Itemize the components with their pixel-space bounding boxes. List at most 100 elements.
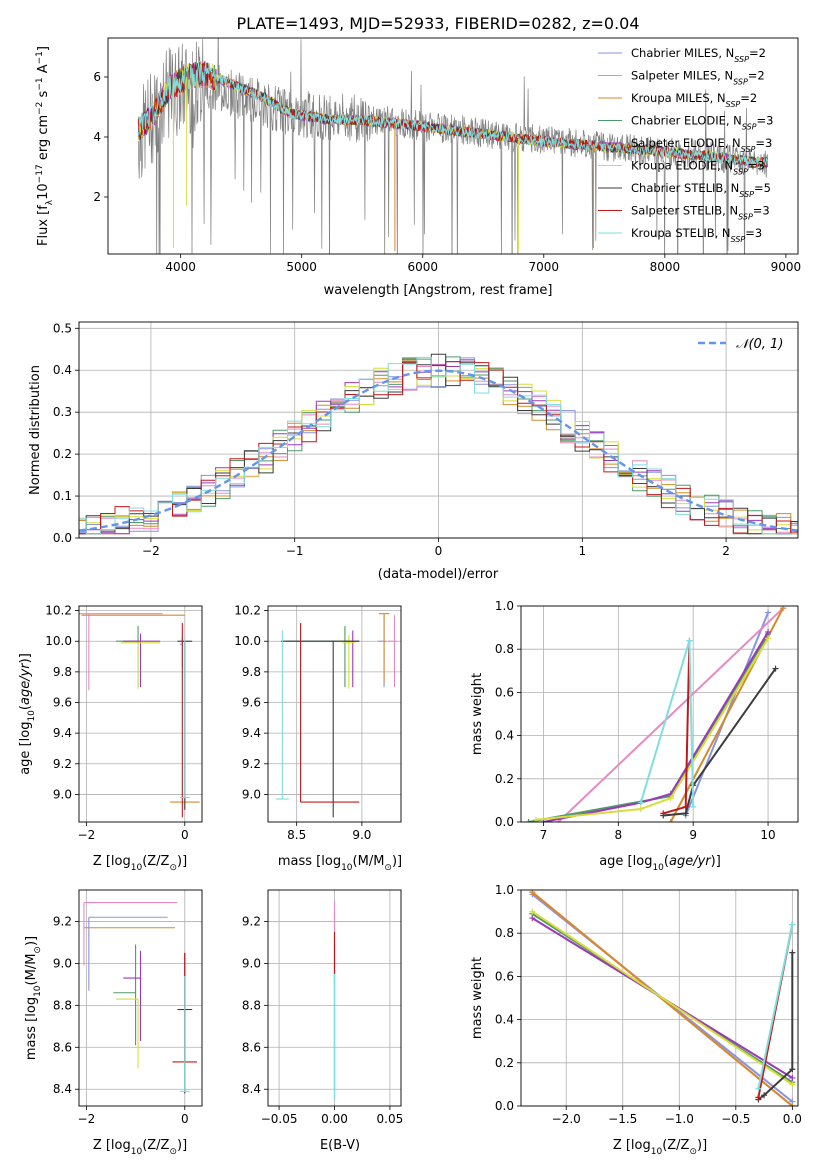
- legend-sub: SSP: [739, 190, 754, 199]
- x-tick-label: −1.5: [608, 1112, 637, 1126]
- y-tick-label: 0.6: [495, 969, 514, 983]
- errorbar-point: [387, 615, 398, 688]
- x-tick-label: 5000: [286, 260, 317, 274]
- y-tick-label: 8.8: [53, 998, 72, 1012]
- x-axis-label: mass [log10(M/M⊙)]: [278, 854, 402, 873]
- y-axis-label-part: mass [log: [24, 997, 39, 1060]
- legend-label: Kroupa ELODIE, NSSP=3: [631, 159, 765, 177]
- legend-text: Salpeter MILES, N: [631, 69, 733, 83]
- axes-frame: [520, 605, 799, 823]
- y-axis-label: mass weight: [470, 673, 485, 755]
- y-tick-label: 1.0: [495, 599, 514, 613]
- x-axis-label-part: 10: [651, 1147, 663, 1157]
- weight-line-4: [543, 631, 769, 822]
- x-axis-label-part: (Z/Z: [142, 854, 169, 869]
- y-axis-label-part: )]: [18, 653, 33, 663]
- errorbar-point: [83, 902, 178, 966]
- weight-line-1: [557, 607, 784, 822]
- axes-frame: [107, 37, 799, 255]
- y-axis-label-part: ]: [36, 46, 51, 51]
- y-tick-label: 9.0: [53, 787, 72, 801]
- y-axis-label-part: −1: [35, 51, 45, 64]
- legend-suffix: =2: [740, 91, 757, 105]
- x-axis-label-part: mass [log: [278, 854, 341, 869]
- x-tick-label: −1.0: [665, 1112, 694, 1126]
- errorbar-point: [115, 998, 139, 1069]
- weight-marker: [765, 635, 772, 642]
- weight-marker: [772, 665, 779, 672]
- weight-marker: [682, 803, 689, 810]
- y-axis-label-part: −17: [35, 164, 45, 183]
- plot-area: [275, 613, 398, 818]
- y-tick-label: 9.6: [53, 696, 72, 710]
- x-axis-label-part: ⊙: [689, 1147, 697, 1157]
- weight-line-3: [528, 633, 769, 822]
- x-axis-label-part: 10: [131, 1147, 143, 1157]
- axes-frame: [78, 605, 203, 823]
- weight-marker: [686, 637, 693, 644]
- plot-area: [137, 38, 769, 254]
- x-tick-label: 7: [540, 828, 548, 842]
- errorbar-point: [179, 636, 190, 799]
- errorbar-point: [377, 615, 387, 688]
- legend-suffix: =3: [757, 114, 774, 128]
- x-axis-label-part: )]: [177, 854, 187, 869]
- y-tick-label: 9.2: [242, 757, 261, 771]
- x-axis-label-part: (Z/Z: [142, 1138, 169, 1153]
- weight-marker: [529, 915, 536, 922]
- x-axis-label: (data-model)/error: [378, 567, 499, 582]
- legend-suffix: =2: [749, 46, 766, 60]
- x-axis-label-part: Z [log: [93, 1138, 131, 1153]
- x-axis-label-part: Z [log: [93, 854, 131, 869]
- axes-age_vs_Z: −2 09.09.29.49.69.810.010.2Z [log10(Z/Z⊙)…: [18, 604, 203, 873]
- model-spectrum-7: [137, 61, 768, 168]
- y-tick-label: 9.2: [242, 914, 261, 928]
- x-tick-label: 9000: [771, 260, 802, 274]
- y-axis-label-part: 10: [27, 710, 37, 722]
- legend-text: Kroupa ELODIE, N: [631, 159, 733, 173]
- axes-age_vs_mass: 8.5 9.0 9.0 9.2 9.4 9.6 9.8 10.0 10.2 mass [log10…: [234, 604, 402, 873]
- errorbar-point: [120, 642, 161, 689]
- y-tick-label: 10.0: [234, 634, 261, 648]
- x-tick-label: 0: [435, 544, 443, 558]
- weight-marker: [667, 819, 674, 822]
- legend-suffix: =5: [754, 181, 771, 195]
- x-tick-label: −2: [78, 1112, 96, 1126]
- errorbar-point: [113, 944, 137, 1046]
- y-tick-label: 0.4: [53, 363, 72, 377]
- y-axis-label-part: A: [36, 64, 51, 77]
- y-tick-label: 9.2: [53, 914, 72, 928]
- legend-sub: SSP: [742, 122, 757, 131]
- plot-area: [79, 353, 798, 535]
- y-tick-label: 0.2: [495, 1056, 514, 1070]
- y-axis-label-part: age [log: [18, 722, 33, 775]
- y-tick-label: 0.8: [495, 926, 514, 940]
- y-tick-label: 0.2: [495, 772, 514, 786]
- x-tick-label: 10: [760, 828, 775, 842]
- y-axis-label-part: erg cm: [36, 115, 51, 164]
- x-axis-label-part: )]: [392, 854, 402, 869]
- legend-sub: SSP: [738, 212, 753, 221]
- y-axis-label-part: (M/M: [24, 954, 39, 986]
- axes-weight_vs_Z: −2.0 −1.5 −1.0 −0.5 0.0 0.0 0.2 0.4 0.6 0.8 1.0 Z […: [470, 883, 802, 1157]
- axes-frame: [78, 321, 799, 539]
- legend-label: Salpeter ELODIE, NSSP=3: [631, 136, 772, 154]
- histogram-7: [79, 361, 798, 535]
- y-tick-label: 9.6: [242, 696, 261, 710]
- x-axis-label-part: (M/M: [353, 854, 385, 869]
- axes-frame: [78, 889, 203, 1107]
- x-tick-label: 0: [181, 828, 189, 842]
- legend-sub: SSP: [731, 235, 746, 244]
- weight-marker: [755, 1085, 762, 1092]
- x-tick-label: −2: [142, 544, 160, 558]
- x-tick-label: 0.00: [321, 1112, 348, 1126]
- histogram-1: [79, 363, 798, 535]
- y-axis-label-part: s: [36, 90, 51, 101]
- x-axis-label: wavelength [Angstrom, rest frame]: [324, 283, 553, 298]
- axes-mass_vs_EBV: −0.05 0.00 0.05 8.4 8.6 8.8 9.0 9.2 E(B-V): [242, 889, 403, 1153]
- legend-text: Chabrier STELIB, N: [631, 181, 739, 195]
- weight-marker: [529, 908, 536, 915]
- y-tick-label: 0.5: [53, 321, 72, 335]
